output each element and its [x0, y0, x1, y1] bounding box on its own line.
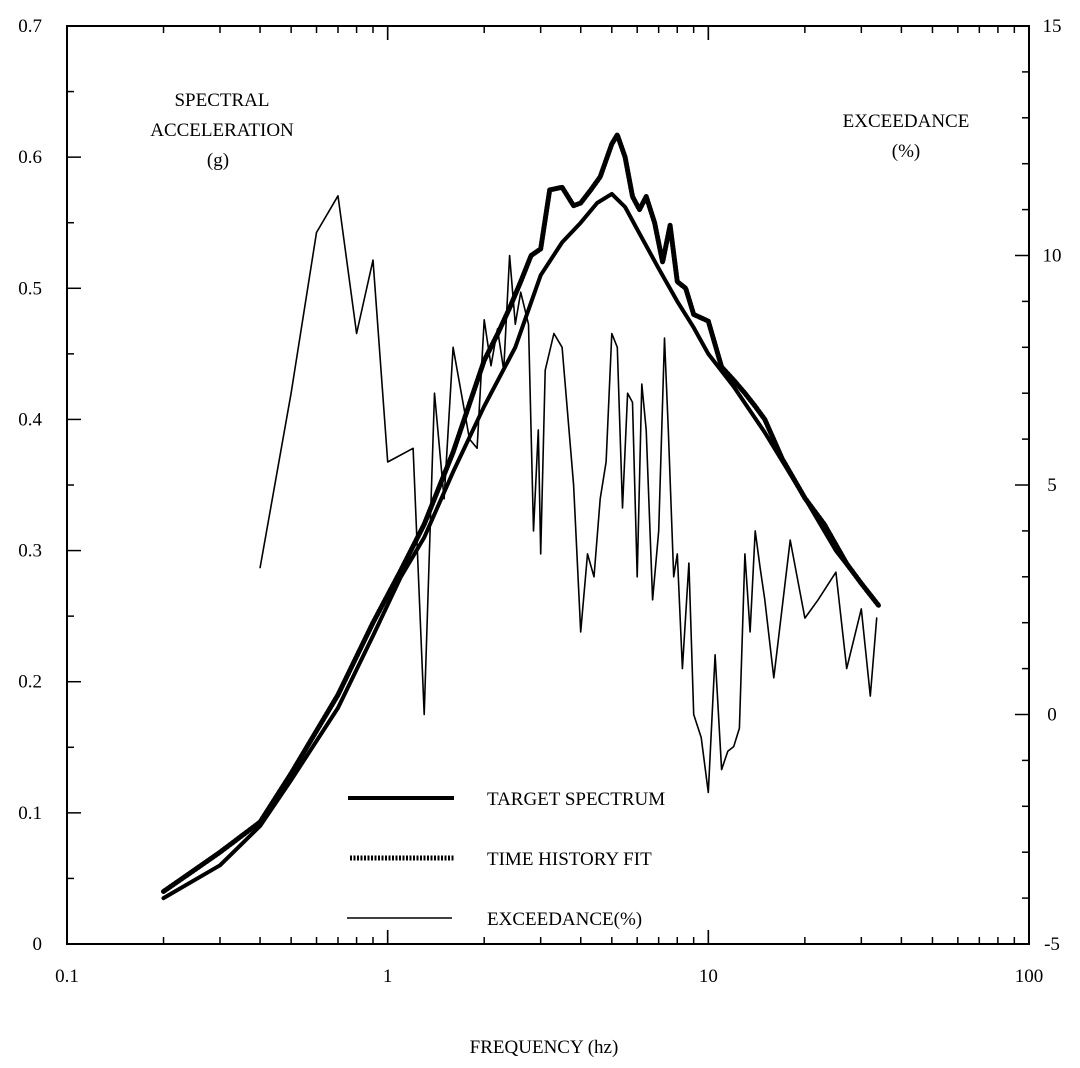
x-tick-label: 1 [383, 966, 393, 987]
x-tick-label: 10 [699, 966, 718, 987]
y-left-tick-label: 0.3 [18, 541, 42, 562]
left-axis-title-line3: (g) [207, 150, 229, 171]
axis-ticks [66, 25, 1030, 945]
y-left-tick-label: 0 [33, 934, 43, 955]
right-axis-title-line2: (%) [892, 141, 920, 162]
x-axis-title: FREQUENCY (hz) [470, 1037, 619, 1058]
x-tick-label: 0.1 [55, 966, 79, 987]
series-layer [161, 132, 882, 901]
y-right-tick-label: 5 [1047, 475, 1057, 496]
y-right-tick-label: -5 [1044, 934, 1060, 955]
left-axis-title-line1: SPECTRAL [174, 90, 269, 111]
y-left-tick-label: 0.4 [18, 409, 42, 430]
y-left-tick-label: 0.2 [18, 672, 42, 693]
tick-labels: 0.1 1 10 100 0 0.1 0.2 0.3 0.4 0.5 0.6 0.7 -5 0 5 10 15 [18, 16, 1061, 987]
left-axis-title-line2: ACCELERATION [150, 120, 294, 141]
legend-label-time-history-fit: TIME HISTORY FIT [487, 849, 652, 870]
y-left-tick-label: 0.6 [18, 147, 42, 168]
y-right-tick-label: 15 [1043, 16, 1062, 37]
series-line-target-spectrum [161, 191, 881, 901]
series-line-time-history-fit [161, 132, 882, 894]
legend-label-target-spectrum: TARGET SPECTRUM [487, 789, 665, 810]
y-right-tick-label: 10 [1043, 246, 1062, 267]
y-left-tick-label: 0.7 [18, 16, 42, 37]
legend: TARGET SPECTRUM TIME HISTORY FIT EXCEEDA… [347, 789, 665, 930]
y-left-tick-label: 0.1 [18, 803, 42, 824]
y-right-tick-label: 0 [1047, 705, 1057, 726]
x-tick-label: 100 [1015, 966, 1044, 987]
legend-label-exceedance: EXCEEDANCE(%) [487, 909, 642, 930]
series-line-exceedance [259, 195, 878, 794]
y-left-tick-label: 0.5 [18, 278, 42, 299]
right-axis-title-line1: EXCEEDANCE [843, 111, 970, 132]
